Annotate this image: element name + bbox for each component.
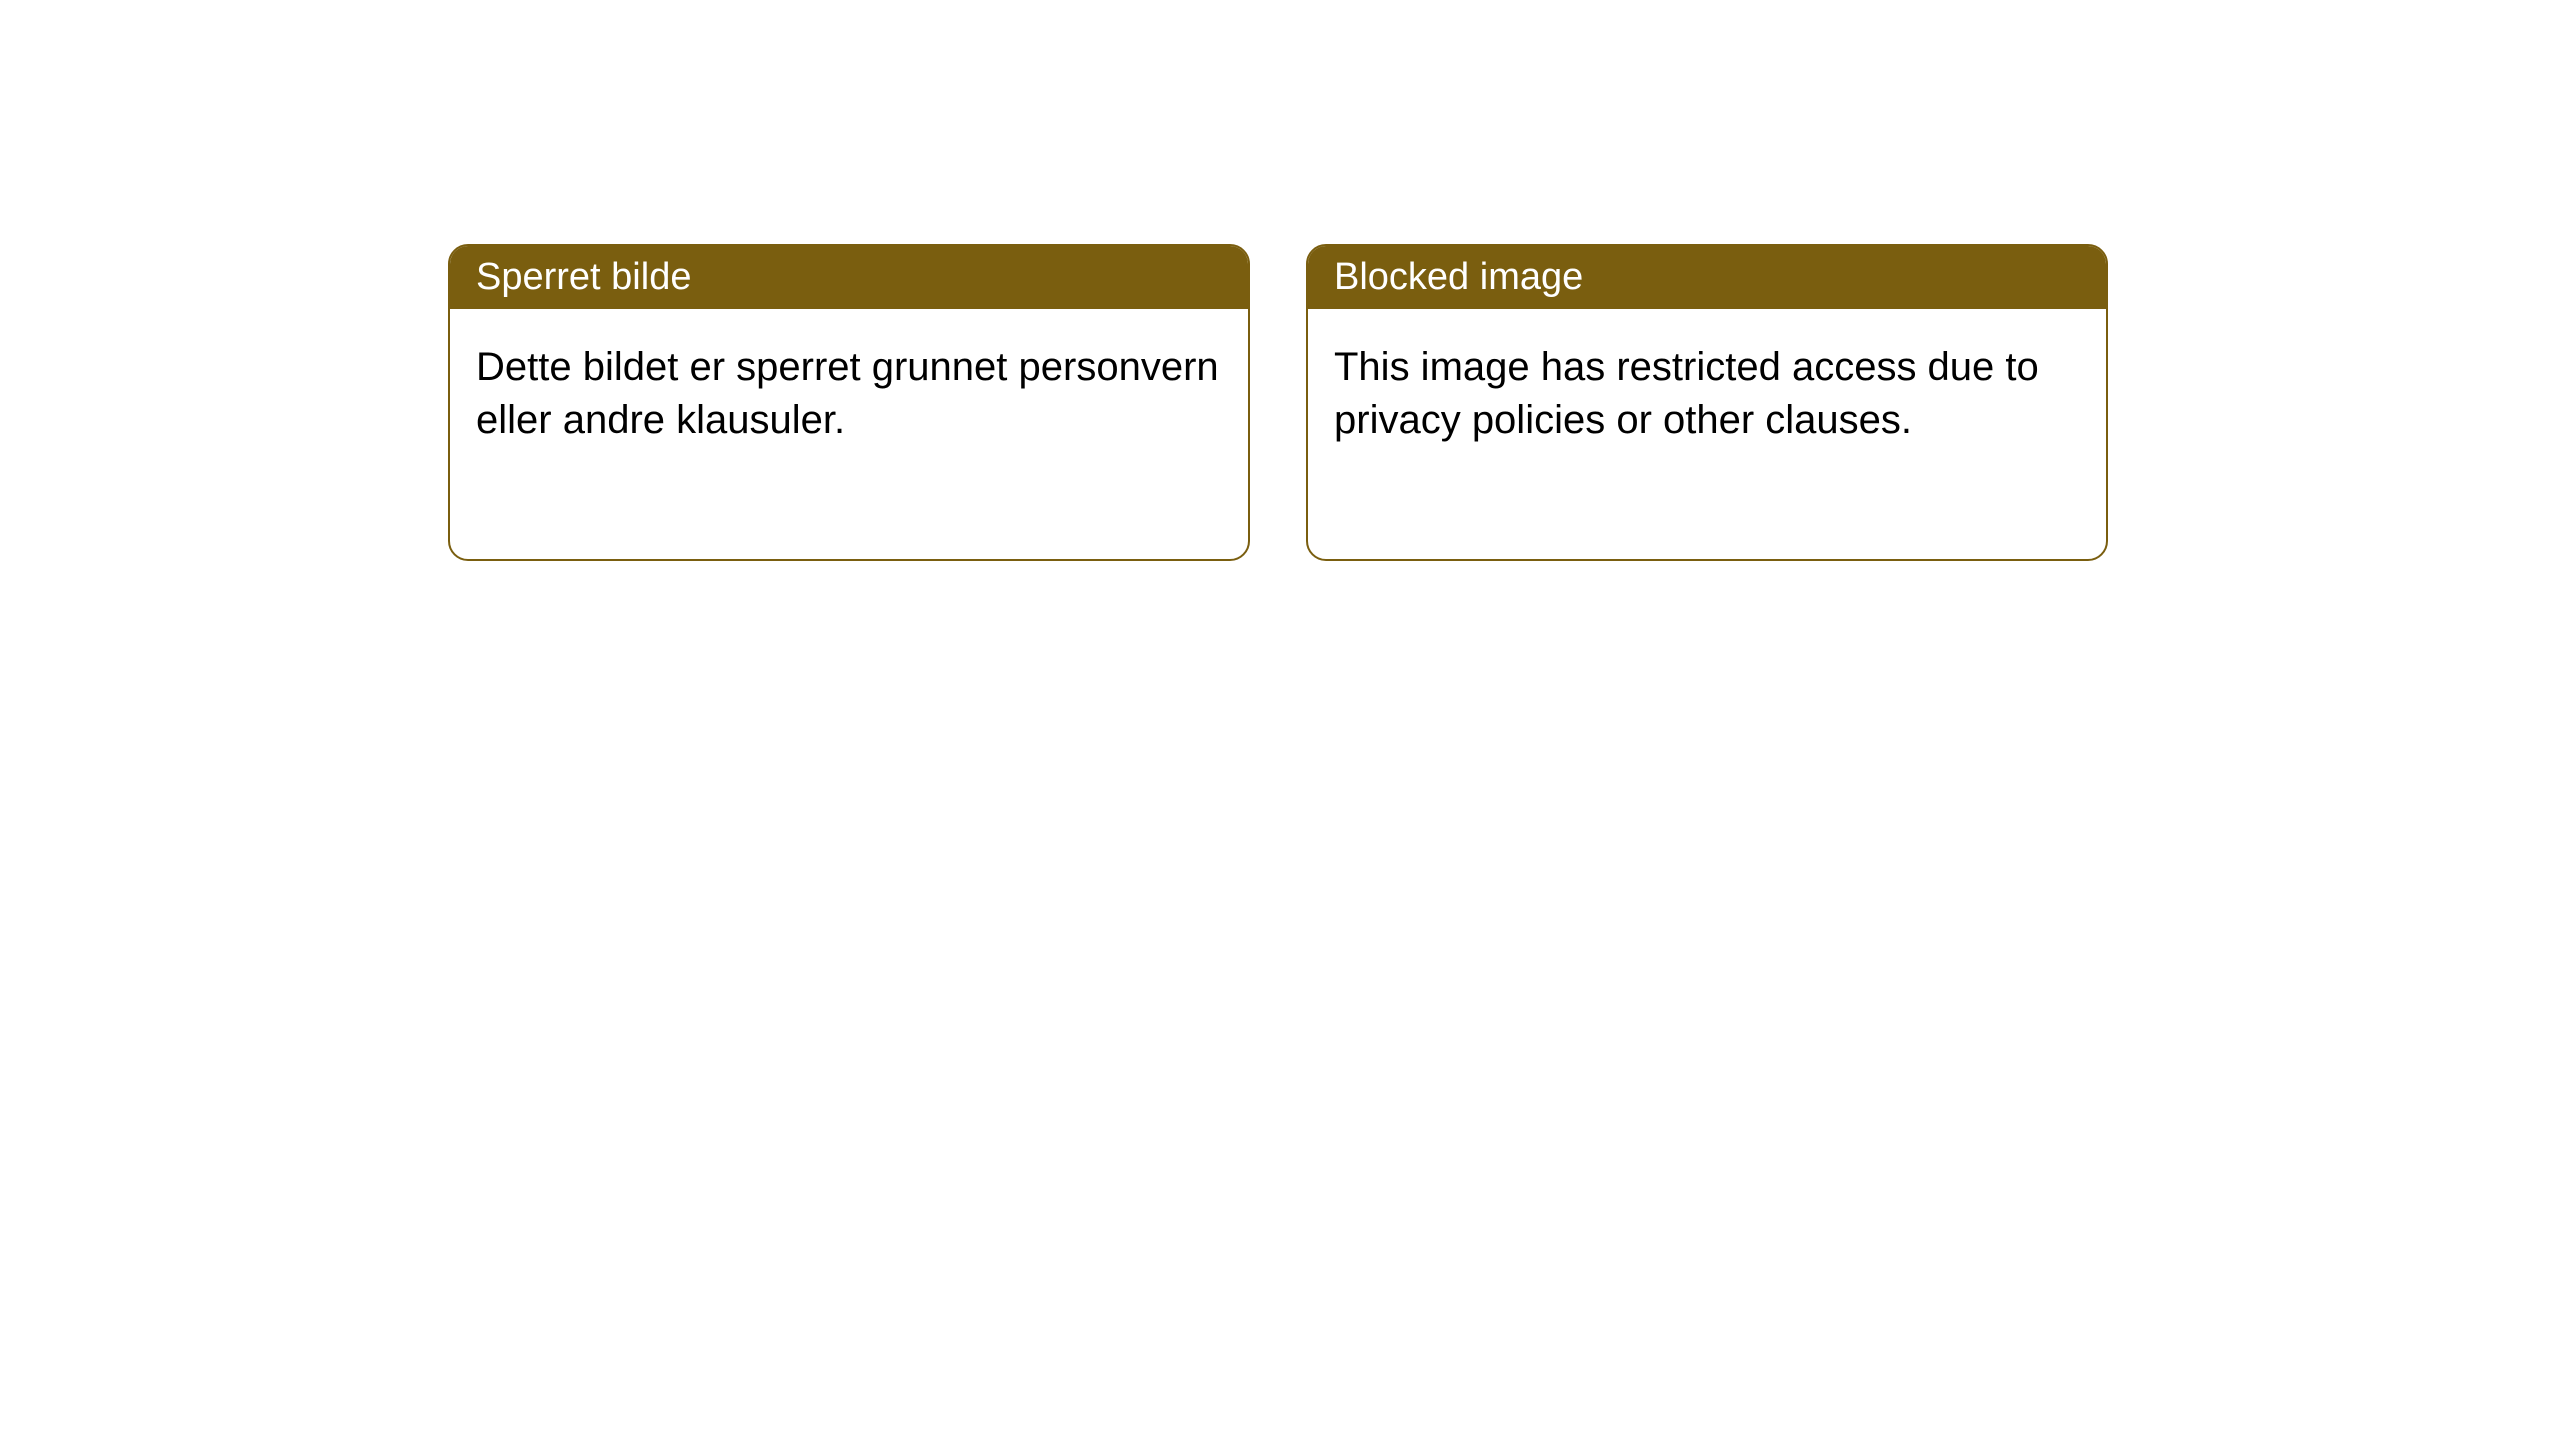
card-header-text: Blocked image <box>1334 256 1583 298</box>
card-header-text: Sperret bilde <box>476 256 691 298</box>
notice-card-english: Blocked image This image has restricted … <box>1306 244 2108 561</box>
card-header: Sperret bilde <box>450 246 1248 309</box>
card-header: Blocked image <box>1308 246 2106 309</box>
card-body-text: Dette bildet er sperret grunnet personve… <box>476 345 1219 442</box>
cards-container: Sperret bilde Dette bildet er sperret gr… <box>448 244 2108 561</box>
notice-card-norwegian: Sperret bilde Dette bildet er sperret gr… <box>448 244 1250 561</box>
card-body: This image has restricted access due to … <box>1308 309 2106 559</box>
card-body: Dette bildet er sperret grunnet personve… <box>450 309 1248 559</box>
card-body-text: This image has restricted access due to … <box>1334 345 2039 442</box>
